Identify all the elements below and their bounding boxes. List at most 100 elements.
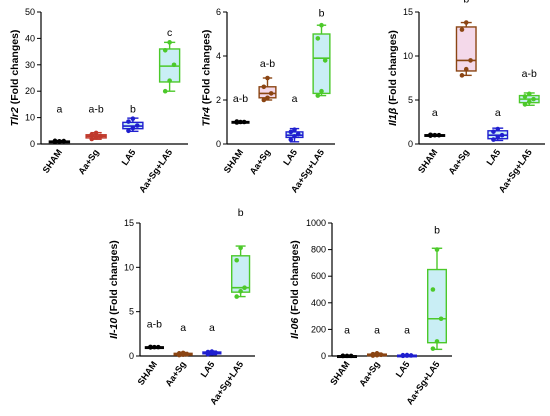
data-point (459, 27, 465, 32)
significance-label: b (238, 207, 244, 219)
data-point (162, 47, 168, 53)
box-sham (337, 353, 358, 359)
chart-panel-tlr4: 0 2 4 6 Tlr4 (Fold changes) a-b SHAM a-b Aa+Sg a L… (201, 7, 335, 195)
box-aa-sg (258, 75, 277, 103)
y-tick-label: 2 (216, 95, 221, 105)
significance-label: a (180, 322, 186, 334)
data-point (265, 75, 270, 81)
y-tick-label: 15 (124, 218, 134, 228)
data-point (348, 353, 354, 359)
chart-panel-tlr2: 0 10 20 30 40 50 Tlr2 (Fold changes) a SHAM a-b Aa… (9, 7, 188, 195)
data-point (180, 350, 186, 356)
data-point (315, 93, 321, 98)
data-point (344, 353, 350, 359)
data-point (234, 294, 240, 299)
data-point (61, 138, 67, 144)
data-point (242, 285, 247, 291)
y-tick-label: 800 (311, 245, 326, 255)
significance-label: b (434, 225, 440, 237)
significance-label: a (432, 107, 438, 119)
x-tick-label: SHAM (41, 147, 64, 174)
data-point (261, 97, 267, 103)
significance-label: b (463, 0, 469, 5)
data-point (531, 96, 536, 102)
data-point (167, 40, 172, 45)
data-point (459, 73, 465, 78)
data-point (288, 137, 294, 142)
significance-label: a-b (522, 68, 537, 80)
data-point (292, 134, 297, 139)
y-tick-label: 5 (408, 95, 413, 105)
significance-label: a (209, 322, 215, 334)
data-point (463, 66, 469, 72)
data-point (234, 119, 240, 124)
box-aa-sg-la5 (158, 40, 181, 94)
box-aa-sg-la5 (231, 245, 251, 299)
x-tick-label: LA5 (199, 359, 217, 379)
box-aa-sg-la5 (518, 91, 540, 107)
significance-label: a-b (260, 58, 275, 70)
data-point (57, 139, 62, 144)
data-point (400, 352, 406, 358)
y-axis-label-unit: (Fold changes) (289, 240, 301, 318)
data-point (238, 288, 243, 294)
significance-label: a (56, 103, 62, 115)
y-tick-label: 10 (403, 51, 413, 61)
y-axis-label-gene: Il1β (387, 107, 399, 126)
data-point (205, 349, 211, 355)
x-tick-label: LA5 (484, 147, 502, 167)
data-point (495, 126, 501, 132)
data-point (162, 88, 168, 94)
x-tick-label: Aa+Sg (357, 359, 381, 388)
data-point (89, 136, 95, 142)
significance-label: b (319, 7, 325, 19)
y-axis-label-unit: (Fold changes) (9, 30, 21, 108)
data-point (167, 78, 172, 83)
box-aa-sg (85, 130, 107, 142)
significance-label: a (374, 324, 380, 336)
data-point (134, 123, 140, 128)
y-tick-label: 6 (216, 7, 221, 17)
box-aa-sg (455, 20, 477, 78)
data-point (378, 352, 384, 358)
y-tick-label: 200 (311, 324, 326, 334)
data-point (292, 127, 297, 132)
significance-label: a-b (233, 93, 248, 105)
data-point (340, 353, 346, 359)
data-point (130, 116, 136, 121)
x-tick-label: Aa+Sg (76, 147, 100, 176)
y-tick-label: 5 (129, 307, 134, 317)
box-la5 (202, 349, 222, 357)
y-tick-label: 0 (216, 139, 221, 149)
data-point (93, 130, 99, 136)
x-tick-label: SHAM (222, 147, 245, 174)
data-point (89, 132, 95, 137)
x-tick-label: SHAM (416, 147, 439, 174)
data-point (295, 131, 301, 137)
x-tick-label: Aa+Sg+LA5 (137, 147, 174, 194)
x-tick-label: Aa+Sg (163, 359, 187, 388)
data-point (526, 91, 532, 97)
data-point (468, 58, 473, 63)
significance-label: a (344, 324, 350, 336)
significance-label: a-b (147, 319, 162, 331)
data-point (526, 99, 532, 105)
box-iqr (231, 255, 251, 293)
y-axis-label-gene: Il-10 (108, 318, 120, 339)
data-point (436, 132, 442, 138)
data-point (432, 132, 438, 138)
chart-panel-il1: 0 5 10 15 Il1β (Fold changes) a SHAM b Aa+Sg a LA5… (387, 0, 545, 195)
data-point (130, 125, 136, 131)
box-iqr (312, 33, 331, 95)
x-tick-label: SHAM (136, 359, 159, 386)
data-point (319, 22, 324, 28)
y-tick-label: 400 (311, 298, 326, 308)
data-point (98, 133, 103, 139)
significance-label: a (495, 107, 501, 119)
data-point (495, 134, 501, 140)
significance-label: a (404, 324, 410, 336)
y-axis-label: Il1β (Fold changes) (387, 30, 399, 126)
y-axis-label: Tlr2 (Fold changes) (9, 30, 21, 127)
y-tick-label: 50 (25, 7, 35, 17)
data-point (374, 351, 380, 356)
